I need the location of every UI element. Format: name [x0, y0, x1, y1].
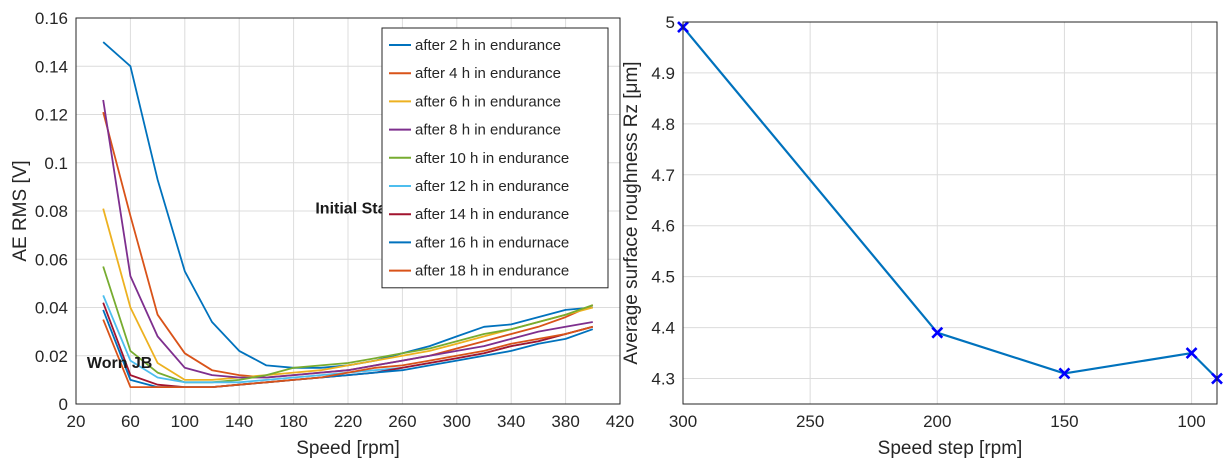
y-tick-label: 0	[59, 395, 68, 414]
legend-label: after 14 h in endurance	[415, 206, 569, 223]
x-tick-label: 380	[551, 412, 579, 431]
legend-label: after 10 h in endurance	[415, 150, 569, 167]
data-point-marker	[1185, 347, 1198, 359]
y-tick-label: 4.5	[651, 268, 675, 287]
x-tick-label: 340	[497, 412, 525, 431]
y-tick-label: 0.12	[35, 106, 68, 125]
y-tick-label: 4.8	[651, 115, 675, 134]
marker-stroke	[931, 326, 944, 339]
y-tick-label: 0.04	[35, 299, 68, 318]
x-axis-label: Speed step [rpm]	[878, 438, 1023, 459]
y-tick-label: 4.7	[651, 166, 675, 185]
tick-labels: 300 250 200 150 100 4.3 4.4 4.5 4.6 4.7 4.8 4.9 5	[651, 13, 1205, 431]
x-tick-label: 220	[334, 412, 362, 431]
y-tick-label: 0.14	[35, 57, 68, 76]
y-tick-label: 0.08	[35, 202, 68, 221]
marker-stroke	[1185, 347, 1198, 359]
x-tick-label: 140	[225, 412, 253, 431]
marker-stroke	[1058, 367, 1071, 380]
legend-label: after 4 h in endurance	[415, 65, 561, 82]
x-tick-label: 180	[279, 412, 307, 431]
y-tick-label: 4.4	[651, 319, 675, 338]
y-axis-label: Average surface roughness Rz [μm]	[621, 61, 642, 364]
series-line	[102, 99, 593, 379]
axes-frame	[682, 21, 1218, 405]
y-tick-label: 4.9	[651, 64, 675, 83]
y-tick-label: 0.06	[35, 250, 68, 269]
legend-label: after 16 h in endurnace	[415, 234, 569, 251]
x-tick-label: 300	[669, 412, 697, 431]
x-tick-label: 260	[388, 412, 416, 431]
legend-label: after 12 h in endurance	[415, 178, 569, 195]
legend-box	[381, 27, 609, 289]
axes-frame	[75, 17, 621, 405]
x-tick-label: 60	[121, 412, 140, 431]
x-tick-label: 200	[923, 412, 951, 431]
chart-1: 20 60 100 140 180 220 260 300 340 380 420 0 0.02 0.04…	[10, 9, 634, 459]
x-tick-label: 420	[606, 412, 634, 431]
legend-label: after 18 h in endurance	[415, 263, 569, 280]
annotation: Worn JB	[87, 355, 152, 372]
x-axis-label: Speed [rpm]	[296, 438, 400, 459]
data-point-marker	[1058, 367, 1071, 380]
y-axis-label: AE RMS [V]	[10, 160, 31, 261]
y-tick-label: 0.02	[35, 347, 68, 366]
data-point-marker	[931, 326, 944, 339]
x-tick-label: 150	[1050, 412, 1078, 431]
x-tick-label: 100	[1177, 412, 1205, 431]
x-tick-label: 250	[796, 412, 824, 431]
y-tick-label: 4.6	[651, 217, 675, 236]
series-line	[102, 319, 594, 389]
annotation: Initial State	[315, 200, 400, 217]
x-tick-label: 300	[443, 412, 471, 431]
x-tick-label: 100	[171, 412, 199, 431]
tick-labels: 20 60 100 140 180 220 260 300 340 380 420 0 0.02 0.04…	[35, 9, 634, 431]
chart-2: 300 250 200 150 100 4.3 4.4 4.5 4.6 4.7 4.8 4.9 5 Spe…	[621, 13, 1223, 459]
plot-area	[683, 22, 1217, 404]
y-tick-label: 4.3	[651, 370, 675, 389]
y-tick-label: 0.1	[44, 154, 68, 173]
x-tick-label: 20	[67, 412, 86, 431]
legend-label: after 2 h in endurance	[415, 37, 561, 54]
y-tick-label: 5	[666, 13, 675, 32]
legend-label: after 8 h in endurance	[415, 122, 561, 139]
y-tick-label: 0.16	[35, 9, 68, 28]
grid	[682, 21, 1217, 404]
legend-label: after 6 h in endurance	[415, 93, 561, 110]
legend: after 2 h in endurance after 4 h in endur…	[381, 27, 609, 289]
